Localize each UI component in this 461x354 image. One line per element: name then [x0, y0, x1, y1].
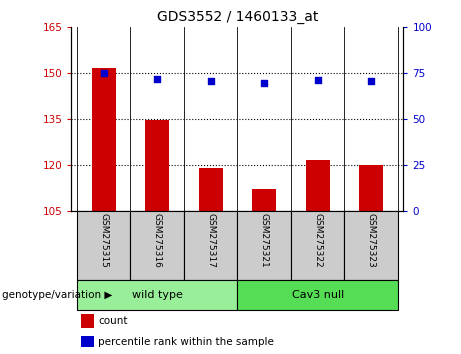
Bar: [237, 211, 291, 280]
Text: GSM275317: GSM275317: [206, 213, 215, 268]
Text: percentile rank within the sample: percentile rank within the sample: [98, 337, 274, 347]
Text: count: count: [98, 316, 128, 326]
Bar: [92, 68, 116, 211]
Bar: [252, 189, 276, 211]
Text: GSM275315: GSM275315: [99, 213, 108, 268]
Text: GSM275323: GSM275323: [367, 213, 376, 268]
Title: GDS3552 / 1460133_at: GDS3552 / 1460133_at: [157, 10, 318, 24]
Bar: [306, 160, 330, 211]
Bar: [199, 168, 223, 211]
Point: [207, 79, 214, 84]
Point: [100, 70, 107, 75]
Point: [314, 78, 321, 83]
Bar: [145, 120, 169, 211]
Bar: [81, 336, 94, 347]
Bar: [344, 211, 398, 280]
Text: GSM275322: GSM275322: [313, 213, 322, 267]
Text: GSM275316: GSM275316: [153, 213, 162, 268]
Point: [367, 79, 375, 84]
Bar: [291, 211, 344, 280]
Bar: [237, 280, 398, 310]
Text: Cav3 null: Cav3 null: [292, 290, 344, 300]
Point: [260, 80, 268, 86]
Point: [154, 76, 161, 82]
Bar: [77, 280, 237, 310]
Text: genotype/variation ▶: genotype/variation ▶: [2, 290, 112, 300]
Text: GSM275321: GSM275321: [260, 213, 269, 268]
Bar: [359, 165, 383, 211]
Bar: [130, 211, 184, 280]
Bar: [184, 211, 237, 280]
Text: wild type: wild type: [132, 290, 183, 300]
Bar: [77, 211, 130, 280]
Bar: [81, 314, 94, 328]
